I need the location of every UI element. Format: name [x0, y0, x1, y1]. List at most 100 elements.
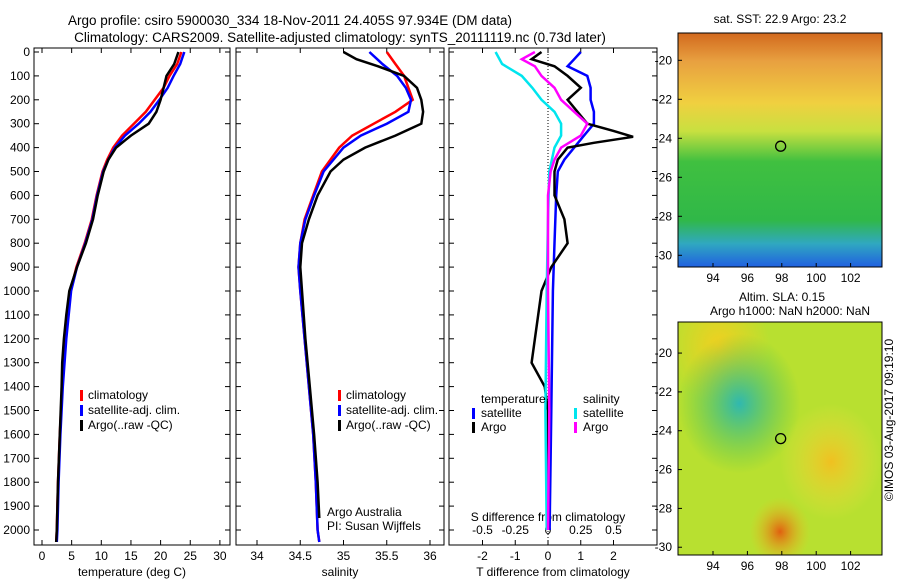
temperature-panel: 0100200300400500600700800900100011001200…: [3, 45, 231, 579]
argo-location-marker: [775, 432, 787, 445]
x-tick-label: 102: [841, 271, 861, 285]
legend-label: satellite: [583, 406, 624, 420]
y-tick-label: -20: [655, 346, 673, 360]
figure-title-line1: Argo profile: csiro 5900030_334 18-Nov-2…: [68, 13, 512, 28]
map-frame: [677, 321, 883, 556]
legend-label: Argo(..raw -QC): [346, 418, 431, 432]
plot-frame: [33, 47, 231, 546]
y-tick-label: 900: [10, 260, 30, 274]
x-tick-label: 25: [184, 549, 198, 563]
x-tick-label: 100: [806, 559, 826, 573]
x-tick-label: 96: [741, 559, 755, 573]
map-frame: [677, 32, 883, 268]
x-axis-label: T difference from climatology: [476, 565, 630, 579]
series-line-argo-raw-qc-: [54, 51, 180, 543]
y-tick-label: 700: [10, 212, 30, 226]
y-tick-label: 1000: [3, 284, 30, 298]
legend-label: satellite-adj. clim.: [346, 403, 438, 417]
legend-swatch: [80, 390, 83, 401]
y-tick-label: 1100: [4, 308, 30, 322]
y-tick-label: 1400: [3, 380, 30, 394]
salinity-panel: 34 34.5 35 35.5 36 salinity climatologysatelli…: [235, 47, 445, 579]
argo-location-marker: [775, 140, 787, 152]
y-tick-label: -20: [655, 53, 673, 67]
legend-swatch: [338, 390, 341, 401]
x-tick-label: 94: [706, 559, 720, 573]
figure-title-line2: Climatology: CARS2009. Satellite-adjuste…: [74, 30, 606, 45]
legend-label: Argo: [583, 420, 609, 434]
x-tick-label: 96: [741, 271, 755, 285]
y-tick-label: 100: [10, 69, 30, 83]
legend-swatch: [338, 420, 341, 431]
x-tick-label: -2: [477, 549, 488, 563]
legend-swatch: [80, 405, 83, 416]
x-tick-label: 0: [39, 549, 46, 563]
x-tick-label: 30: [213, 549, 227, 563]
legend-label: satellite-adj. clim.: [88, 403, 180, 417]
legend-title: salinity: [583, 392, 620, 406]
x2-tick-label: -0.5: [472, 523, 493, 537]
y-tick-label: -28: [655, 209, 673, 223]
y-tick-label: 1600: [3, 427, 30, 441]
y-tick-label: -26: [655, 463, 673, 477]
x2-tick-label: -0.25: [502, 523, 530, 537]
difference-panel: -2 -1 0 1 2 T difference from climatology -0.5…: [448, 47, 658, 579]
x-axis-label: salinity: [322, 565, 359, 579]
y-tick-label: 1200: [3, 332, 30, 346]
sst-map-panel: sat. SST: 22.9 Argo: 23.2 94 96 98 100 102 -20…: [655, 12, 883, 285]
map-title: Altim. SLA: 0.15: [739, 290, 825, 304]
x-tick-label: 35.5: [375, 549, 399, 563]
map-title: sat. SST: 22.9 Argo: 23.2: [714, 12, 847, 26]
x-tick-label: 34: [250, 549, 264, 563]
y-tick-label: 500: [10, 165, 30, 179]
annotation: Argo Australia: [327, 505, 402, 519]
legend-swatch: [574, 408, 577, 419]
x-tick-label: 98: [775, 559, 789, 573]
annotation: PI: Susan Wijffels: [327, 519, 421, 533]
x-tick-label: 100: [806, 271, 826, 285]
y-tick-label: -26: [655, 170, 673, 184]
x-tick-label: 34.5: [289, 549, 313, 563]
sst-heatmap: [678, 33, 882, 267]
series-line-t-argo: [528, 50, 634, 530]
x-tick-label: 10: [95, 549, 109, 563]
legend-swatch: [472, 408, 475, 419]
x-tick-label: 2: [610, 549, 617, 563]
y-tick-label: 1300: [3, 356, 30, 370]
y-tick-label: -22: [655, 92, 673, 106]
legend-swatch: [80, 420, 83, 431]
y-tick-label: -22: [655, 385, 673, 399]
series-line-t-satellite: [548, 51, 596, 531]
y-tick-label: 1800: [3, 475, 30, 489]
x-tick-label: 5: [68, 549, 75, 563]
x2-tick-label: 0.5: [605, 523, 622, 537]
y-tick-label: 1900: [3, 499, 30, 513]
legend-title: temperature: [481, 392, 546, 406]
legend-swatch: [574, 422, 577, 433]
x-tick-label: 20: [154, 549, 168, 563]
x-axis-label: temperature (deg C): [78, 565, 186, 579]
y-tick-label: 600: [10, 188, 30, 202]
y-tick-label: 400: [10, 141, 30, 155]
legend-label: satellite: [481, 406, 522, 420]
sla-anomaly-patch: [678, 322, 882, 555]
y-tick-label: -28: [655, 501, 673, 515]
legend-label: climatology: [88, 388, 148, 402]
legend-label: climatology: [346, 388, 406, 402]
plot-frame: [235, 47, 445, 546]
legend-swatch: [472, 422, 475, 433]
y-tick-label: 300: [10, 117, 30, 131]
series-line-argo-raw-qc-: [299, 50, 425, 519]
map-subtitle: Argo h1000: NaN h2000: NaN: [710, 304, 870, 318]
x-tick-label: 1: [577, 549, 584, 563]
y-tick-label: 200: [10, 93, 30, 107]
x-tick-label: 36: [423, 549, 437, 563]
y-tick-label: -24: [655, 424, 673, 438]
y-tick-label: -30: [655, 248, 673, 262]
x-tick-label: 98: [775, 271, 789, 285]
footer-stamp: ©IMOS 03-Aug-2017 09:19:10: [882, 339, 896, 502]
legend-label: Argo: [481, 420, 507, 434]
y-tick-label: 1500: [3, 404, 30, 418]
